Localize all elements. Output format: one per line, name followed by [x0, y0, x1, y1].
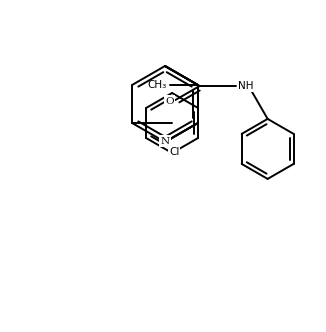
Text: NH: NH: [238, 81, 253, 91]
Text: N: N: [160, 136, 170, 145]
Text: Cl: Cl: [169, 147, 179, 157]
Text: CH₃: CH₃: [148, 80, 167, 90]
Text: O: O: [165, 97, 174, 106]
